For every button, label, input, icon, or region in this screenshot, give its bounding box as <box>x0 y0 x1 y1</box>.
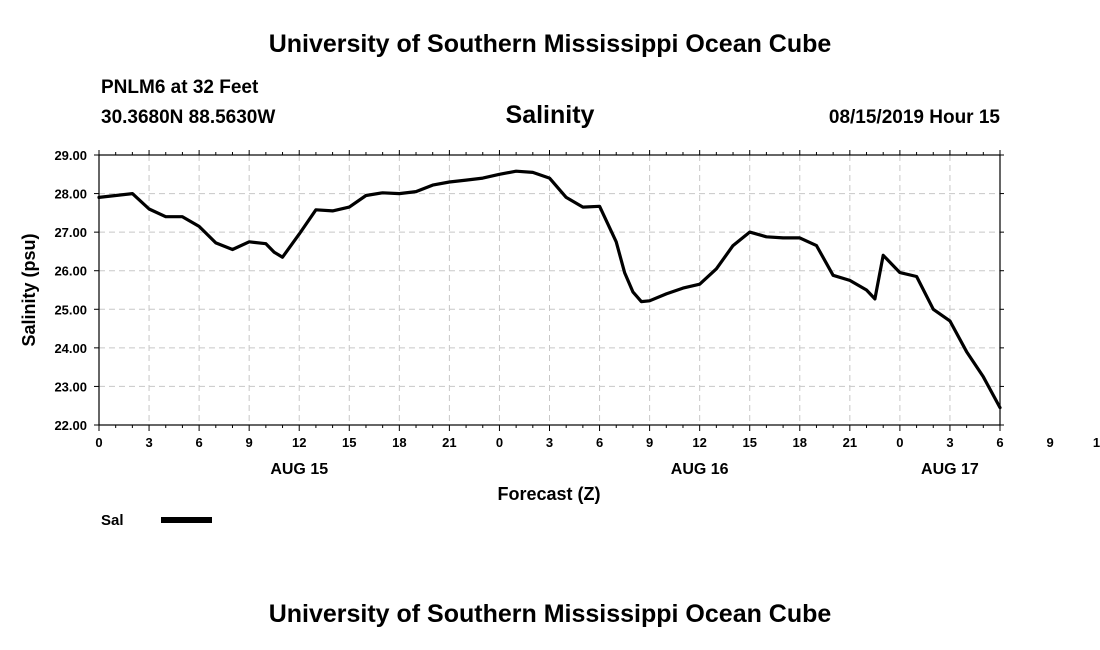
x-tick-label: 21 <box>442 435 456 450</box>
chart-title: Salinity <box>505 101 595 129</box>
y-tick-label: 23.00 <box>54 379 87 394</box>
x-tick-label: 18 <box>793 435 807 450</box>
x-tick-labels: 036912151821036912151821036912151821036 <box>95 435 1100 450</box>
x-tick-label: 12 <box>692 435 706 450</box>
forecast-datetime: 08/15/2019 Hour 15 <box>828 107 1000 128</box>
x-tick-label: 0 <box>95 435 102 450</box>
x-tick-label: 6 <box>596 435 603 450</box>
footer-title: University of Southern Mississippi Ocean… <box>268 600 832 628</box>
legend-label: Sal <box>101 512 124 529</box>
y-axis-label: Salinity (psu) <box>19 233 39 346</box>
station-label: PNLM6 at 32 Feet <box>101 77 259 98</box>
x-tick-label: 21 <box>843 435 857 450</box>
y-tick-label: 27.00 <box>54 225 87 240</box>
y-tick-label: 24.00 <box>54 341 87 356</box>
x-axis-label: Forecast (Z) <box>497 484 600 504</box>
x-tick-label: 15 <box>342 435 356 450</box>
day-label: AUG 17 <box>921 461 979 478</box>
y-tick-label: 26.00 <box>54 264 87 279</box>
x-tick-label: 12 <box>1093 435 1100 450</box>
x-tick-label: 15 <box>742 435 756 450</box>
x-tick-label: 12 <box>292 435 306 450</box>
y-tick-labels: 22.00 23.00 24.00 25.00 26.00 27.00 28.00 29.00 <box>54 148 87 433</box>
x-tick-label: 9 <box>646 435 653 450</box>
y-tick-label: 29.00 <box>54 148 87 163</box>
y-tick-label: 28.00 <box>54 187 87 202</box>
x-tick-label: 3 <box>946 435 953 450</box>
x-tick-label: 9 <box>246 435 253 450</box>
coordinates-label: 30.3680N 88.5630W <box>101 107 276 128</box>
grid <box>99 155 1000 425</box>
x-tick-label: 6 <box>996 435 1003 450</box>
page-title: University of Southern Mississippi Ocean… <box>268 30 832 58</box>
y-tick-label: 22.00 <box>54 418 87 433</box>
x-tick-label: 9 <box>1046 435 1053 450</box>
day-label: AUG 16 <box>671 461 729 478</box>
x-tick-label: 6 <box>195 435 202 450</box>
x-tick-label: 3 <box>546 435 553 450</box>
x-tick-label: 0 <box>896 435 903 450</box>
day-label: AUG 15 <box>270 461 328 478</box>
day-labels: AUG 15 AUG 16 AUG 17 <box>270 461 979 478</box>
series-lines <box>97 169 1002 410</box>
y-tick-label: 25.00 <box>54 302 87 317</box>
x-tick-label: 3 <box>145 435 152 450</box>
x-tick-label: 0 <box>496 435 503 450</box>
x-tick-label: 18 <box>392 435 406 450</box>
series-line-sal <box>97 169 1002 410</box>
axis-ticks <box>94 150 1004 431</box>
